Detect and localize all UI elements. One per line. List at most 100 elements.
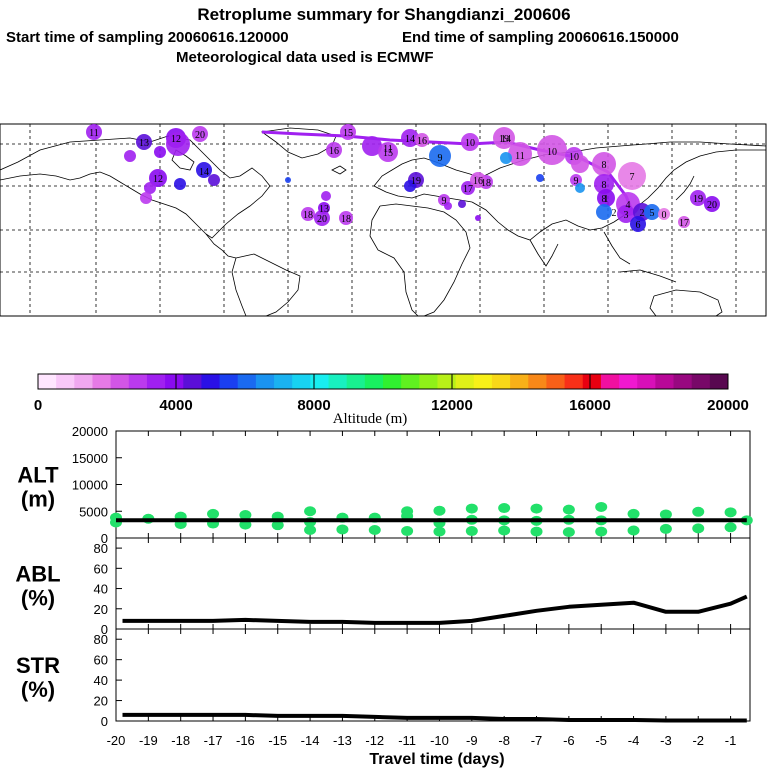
x-tick-label: -9	[466, 733, 478, 748]
altitude-point	[304, 524, 317, 535]
altitude-point	[659, 523, 672, 534]
series-line	[122, 712, 747, 723]
plume-marker	[86, 124, 102, 140]
altitude-point	[627, 508, 640, 519]
y-tick-label: 80	[94, 632, 108, 647]
plume-marker	[326, 142, 342, 158]
plume-marker	[404, 180, 416, 192]
altitude-point	[465, 526, 478, 537]
y-tick-label: 5000	[79, 504, 108, 519]
plume-marker-label: 16	[417, 136, 427, 147]
colorbar-cell	[74, 374, 93, 389]
plume-marker	[658, 208, 670, 220]
colorbar-cell	[219, 374, 239, 389]
altitude-point	[498, 525, 511, 536]
plume-marker-label: 13	[139, 138, 149, 149]
colorbar-cell	[655, 374, 675, 389]
x-tick-label: -6	[563, 733, 575, 748]
plume-marker-label: 0	[662, 210, 667, 221]
altitude-point	[595, 526, 608, 537]
colorbar-cell	[401, 374, 420, 389]
plume-marker-label: 18	[481, 178, 491, 189]
plume-marker-label: 10	[465, 138, 475, 149]
colorbar-cell	[274, 374, 293, 389]
plume-marker-label: 2	[612, 208, 617, 219]
x-tick-label: -14	[301, 733, 320, 748]
x-tick-label: -4	[628, 733, 640, 748]
x-tick-label: -7	[531, 733, 543, 748]
plume-marker-label: 18	[341, 214, 351, 225]
coastlines	[0, 127, 767, 317]
plume-marker-label: 11	[515, 151, 525, 162]
panel-y-label: (m)	[21, 487, 55, 512]
plume-marker	[362, 136, 382, 156]
plume-marker	[314, 210, 330, 226]
panel-alt: 0 5000 10000 15000 20000 ALT(m)	[17, 424, 753, 546]
altitude-point	[530, 503, 543, 514]
y-tick-label: 20000	[72, 424, 108, 439]
plume-marker-label: 14	[501, 134, 511, 145]
plume-marker	[339, 211, 353, 225]
plume-marker-label: 12	[153, 174, 163, 185]
colorbar-cell	[510, 374, 529, 389]
plume-marker	[208, 174, 220, 186]
plume-marker	[690, 190, 706, 206]
colorbar-cell	[709, 374, 729, 389]
plume-marker-label: 20	[707, 200, 717, 211]
colorbar-cells	[38, 374, 729, 389]
plume-marker-label: 9	[442, 196, 447, 207]
plume-marker	[378, 142, 398, 162]
plume-marker	[144, 182, 156, 194]
altitude-point	[465, 503, 478, 514]
plume-marker	[301, 207, 315, 221]
altitude-point	[724, 522, 737, 533]
colorbar-cell	[473, 374, 493, 389]
altitude-colorbar: 0 4000 8000 12000 16000 20000 Altitude (m)	[34, 373, 749, 427]
y-tick-label: 0	[101, 714, 108, 729]
altitude-point	[724, 507, 737, 518]
plume-marker	[630, 216, 646, 232]
plume-marker-label: 20	[195, 130, 205, 141]
x-tick-label: -19	[139, 733, 158, 748]
colorbar-cell	[419, 374, 438, 389]
y-tick-label: 20	[94, 694, 108, 709]
plume-marker-label: 15	[383, 148, 393, 159]
plume-marker	[596, 204, 612, 220]
plume-marker	[537, 135, 567, 165]
panel-y-label: ALT	[17, 463, 59, 488]
colorbar-cell	[564, 374, 584, 389]
plume-marker-label: 14	[199, 167, 209, 178]
start-time-label: Start time of sampling 20060616.120000	[6, 29, 289, 46]
plume-marker-label: 19	[411, 176, 421, 187]
colorbar-cell	[691, 374, 711, 389]
plume-marker-label: 20	[317, 214, 327, 225]
colorbar-cell	[383, 374, 402, 389]
plume-marker	[597, 189, 615, 207]
altitude-point	[659, 509, 672, 520]
colorbar-cell	[582, 374, 602, 389]
colorbar-cell	[255, 374, 275, 389]
colorbar-cell	[56, 374, 75, 389]
y-tick-label: 15000	[72, 451, 108, 466]
colorbar-tick-label: 16000	[569, 397, 611, 414]
colorbar-cell	[546, 374, 566, 389]
y-tick-label: 20	[94, 602, 108, 617]
plume-marker	[149, 169, 167, 187]
altitude-point	[498, 503, 511, 514]
colorbar-tick-label: 4000	[159, 397, 192, 414]
x-tick-label: -15	[268, 733, 287, 748]
panel-y-label: ABL	[15, 562, 60, 587]
plume-marker	[617, 205, 635, 223]
y-tick-label: 60	[94, 561, 108, 576]
plume-marker	[192, 126, 208, 142]
plume-marker-label: 15	[343, 128, 353, 139]
x-tick-label: -5	[595, 733, 607, 748]
plume-marker-label: 17	[679, 218, 689, 229]
trajectory-path	[261, 130, 634, 211]
plume-marker-label: 1	[604, 194, 609, 205]
plume-marker-label: 11	[89, 128, 99, 139]
colorbar-axis-label: Altitude (m)	[333, 411, 408, 427]
x-tick-label: -2	[692, 733, 704, 748]
